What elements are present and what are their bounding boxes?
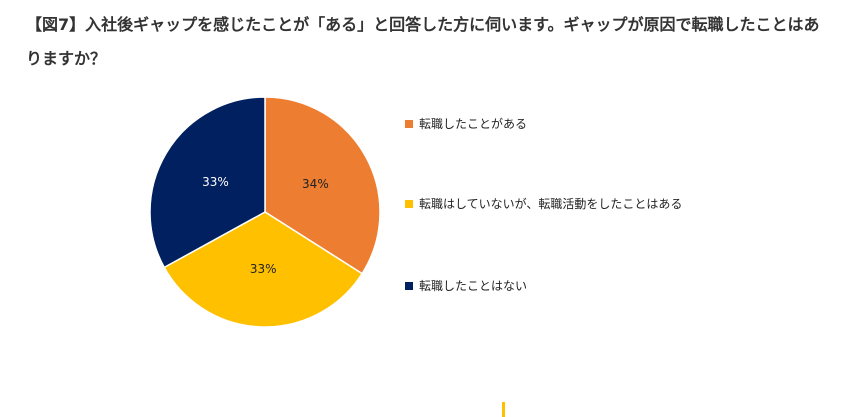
- legend-label-transferred: 転職したことがある: [419, 117, 528, 131]
- legend-label-job-hunted: 転職はしていないが、転職活動をしたことはある: [419, 197, 683, 211]
- legend-item-job-hunted: 転職はしていないが、転職活動をしたことはある: [405, 195, 682, 212]
- legend-swatch-transferred: [405, 119, 413, 128]
- pie-label-never-transferred: 33%: [202, 175, 229, 189]
- pie-label-job-hunted: 33%: [250, 262, 277, 276]
- bottom-accent-mark: [502, 402, 505, 417]
- legend-swatch-never-transferred: [405, 281, 413, 290]
- legend-swatch-job-hunted: [405, 199, 413, 208]
- legend-label-never-transferred: 転職したことはない: [419, 279, 528, 293]
- chart-legend: 転職したことがある 転職はしていないが、転職活動をしたことはある 転職したことは…: [405, 0, 825, 417]
- legend-item-never-transferred: 転職したことはない: [405, 277, 527, 294]
- legend-item-transferred: 転職したことがある: [405, 115, 527, 132]
- chart-title: 【図7】入社後ギャップを感じたことが「ある」と回答した方に伺います。ギャップが原…: [26, 15, 820, 68]
- pie-slice-never-transferred: [149, 96, 266, 269]
- pie-label-transferred: 34%: [302, 177, 329, 191]
